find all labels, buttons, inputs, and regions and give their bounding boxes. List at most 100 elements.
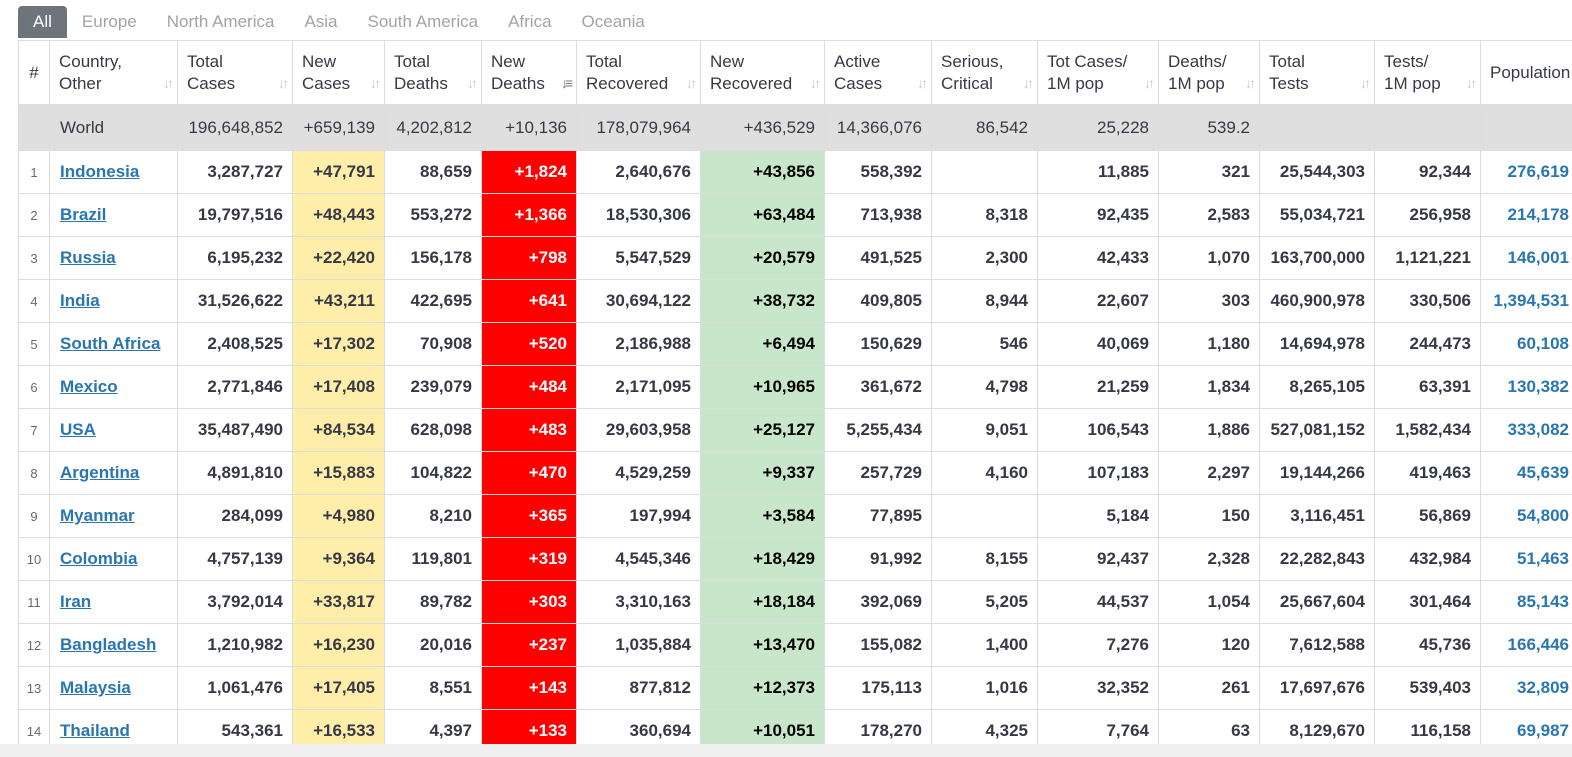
sort-arrows-icon[interactable]: ↓↑ — [370, 75, 381, 91]
population-cell: 69,987 — [1480, 709, 1572, 744]
col-header-deaths-1m[interactable]: Deaths/ 1M pop ↓↑ — [1158, 40, 1260, 105]
table-row: 13 Malaysia 1,061,476 +17,405 8,551 +143 877,8… — [18, 666, 1572, 710]
rank-cell: 2 — [18, 193, 50, 237]
table-row: 11 Iran 3,792,014 +33,817 89,782 +303 3,310,16… — [18, 580, 1572, 624]
deaths-1m-cell: 1,834 — [1158, 365, 1260, 409]
total-cases-cell: 31,526,622 — [177, 279, 293, 323]
country-link[interactable]: Iran — [60, 592, 92, 611]
sort-descending-icon[interactable]: ↓≡ — [560, 75, 573, 91]
tab-north-america[interactable]: North America — [166, 12, 275, 31]
table-row: 8 Argentina 4,891,810 +15,883 104,822 +470 4,5… — [18, 451, 1572, 495]
col-header-total-recovered[interactable]: Total Recovered ↓↑ — [576, 40, 701, 105]
country-link[interactable]: Myanmar — [60, 506, 135, 525]
col-header-total-cases[interactable]: Total Cases ↓↑ — [177, 40, 293, 105]
deaths-1m-cell: 321 — [1158, 150, 1260, 194]
country-cell: Indonesia — [49, 150, 178, 194]
deaths-1m-cell: 2,583 — [1158, 193, 1260, 237]
tests-1m-cell: 419,463 — [1374, 451, 1481, 495]
col-header-rank[interactable]: # — [18, 40, 50, 105]
sort-arrows-icon[interactable]: ↓↑ — [1360, 75, 1371, 91]
new-deaths-cell: +1,824 — [481, 150, 577, 194]
new-recovered-cell: +6,494 — [700, 322, 825, 366]
covid-table-container[interactable]: # Country, Other ↓↑ Total Cases ↓↑ New Cas… — [18, 40, 1572, 744]
country-link[interactable]: Mexico — [60, 377, 118, 396]
col-header-population[interactable]: Population — [1480, 40, 1572, 105]
tab-europe[interactable]: Europe — [81, 12, 137, 31]
col-header-active-cases[interactable]: Active Cases ↓↑ — [824, 40, 932, 105]
new-recovered-cell: +18,184 — [700, 580, 825, 624]
total-cases-cell: 2,408,525 — [177, 322, 293, 366]
col-header-tot-cases-1m[interactable]: Tot Cases/ 1M pop ↓↑ — [1037, 40, 1159, 105]
total-cases-cell: 3,792,014 — [177, 580, 293, 624]
total-tests-cell: 22,282,843 — [1259, 537, 1375, 581]
tests-1m-cell: 1,582,434 — [1374, 408, 1481, 452]
total-deaths-cell: 89,782 — [384, 580, 482, 624]
serious-critical-cell: 5,205 — [931, 580, 1038, 624]
sort-arrows-icon[interactable]: ↓↑ — [1245, 75, 1256, 91]
sort-arrows-icon[interactable]: ↓↑ — [467, 75, 478, 91]
tab-africa[interactable]: Africa — [508, 12, 552, 31]
col-header-new-deaths[interactable]: New Deaths ↓≡ — [481, 40, 577, 105]
country-link[interactable]: India — [60, 291, 100, 310]
serious-critical-cell: 4,798 — [931, 365, 1038, 409]
col-header-tests-1m[interactable]: Tests/ 1M pop ↓↑ — [1374, 40, 1481, 105]
total-recovered-cell: 360,694 — [576, 709, 701, 744]
tab-south-america[interactable]: South America — [367, 12, 479, 31]
col-header-label: Tests/ 1M pop — [1384, 51, 1441, 93]
total-recovered-cell: 4,545,346 — [576, 537, 701, 581]
sort-arrows-icon[interactable]: ↓↑ — [810, 75, 821, 91]
serious-critical-cell — [931, 150, 1038, 194]
col-header-new-recovered[interactable]: New Recovered ↓↑ — [700, 40, 825, 105]
country-link[interactable]: Argentina — [60, 463, 140, 482]
country-link[interactable]: South Africa — [60, 334, 161, 353]
new-deaths-cell: +520 — [481, 322, 577, 366]
tests-1m-cell: 1,121,221 — [1374, 236, 1481, 280]
total-tests-cell: 19,144,266 — [1259, 451, 1375, 495]
tab-asia[interactable]: Asia — [304, 12, 338, 31]
horizontal-scrollbar[interactable] — [0, 744, 1572, 757]
tab-all[interactable]: All — [18, 6, 67, 38]
country-link[interactable]: Brazil — [60, 205, 107, 224]
total-tests-cell: 55,034,721 — [1259, 193, 1375, 237]
tests-1m-cell: 56,869 — [1374, 494, 1481, 538]
country-link[interactable]: Bangladesh — [60, 635, 157, 654]
col-header-country[interactable]: Country, Other ↓↑ — [49, 40, 178, 105]
total-tests-cell: 17,697,676 — [1259, 666, 1375, 710]
country-link[interactable]: Russia — [60, 248, 116, 267]
country-link[interactable]: Indonesia — [60, 162, 140, 181]
country-link[interactable]: Thailand — [60, 721, 130, 740]
tests-1m-cell: 92,344 — [1374, 150, 1481, 194]
sort-arrows-icon[interactable]: ↓↑ — [1023, 75, 1034, 91]
sort-arrows-icon[interactable]: ↓↑ — [917, 75, 928, 91]
new-recovered-cell: +20,579 — [700, 236, 825, 280]
country-link[interactable]: USA — [60, 420, 96, 439]
serious-critical-cell: 9,051 — [931, 408, 1038, 452]
sort-arrows-icon[interactable]: ↓↑ — [163, 75, 174, 91]
country-cell: Russia — [49, 236, 178, 280]
population-cell: 130,382 — [1480, 365, 1572, 409]
population-cell: 214,178 — [1480, 193, 1572, 237]
country-link[interactable]: Malaysia — [60, 678, 131, 697]
total-cases-cell: 1,061,476 — [177, 666, 293, 710]
rank-cell: 12 — [18, 623, 50, 667]
tests-1m-cell: 63,391 — [1374, 365, 1481, 409]
rank-cell: 8 — [18, 451, 50, 495]
sort-arrows-icon[interactable]: ↓↑ — [278, 75, 289, 91]
sort-arrows-icon[interactable]: ↓↑ — [686, 75, 697, 91]
serious-critical-cell: 4,325 — [931, 709, 1038, 744]
country-link[interactable]: Colombia — [60, 549, 138, 568]
col-header-total-tests[interactable]: Total Tests ↓↑ — [1259, 40, 1375, 105]
new-cases-cell: +659,139 — [292, 104, 385, 151]
sort-arrows-icon[interactable]: ↓↑ — [1466, 75, 1477, 91]
col-header-total-deaths[interactable]: Total Deaths ↓↑ — [384, 40, 482, 105]
tab-oceania[interactable]: Oceania — [581, 12, 645, 31]
new-recovered-cell: +10,965 — [700, 365, 825, 409]
col-header-new-cases[interactable]: New Cases ↓↑ — [292, 40, 385, 105]
deaths-1m-cell: 150 — [1158, 494, 1260, 538]
active-cases-cell: 175,113 — [824, 666, 932, 710]
deaths-1m-cell: 2,297 — [1158, 451, 1260, 495]
sort-arrows-icon[interactable]: ↓↑ — [1144, 75, 1155, 91]
world-total-row: World 196,648,852 +659,139 4,202,812 +10… — [18, 104, 1572, 151]
total-tests-cell — [1259, 104, 1375, 151]
col-header-serious-critical[interactable]: Serious, Critical ↓↑ — [931, 40, 1038, 105]
